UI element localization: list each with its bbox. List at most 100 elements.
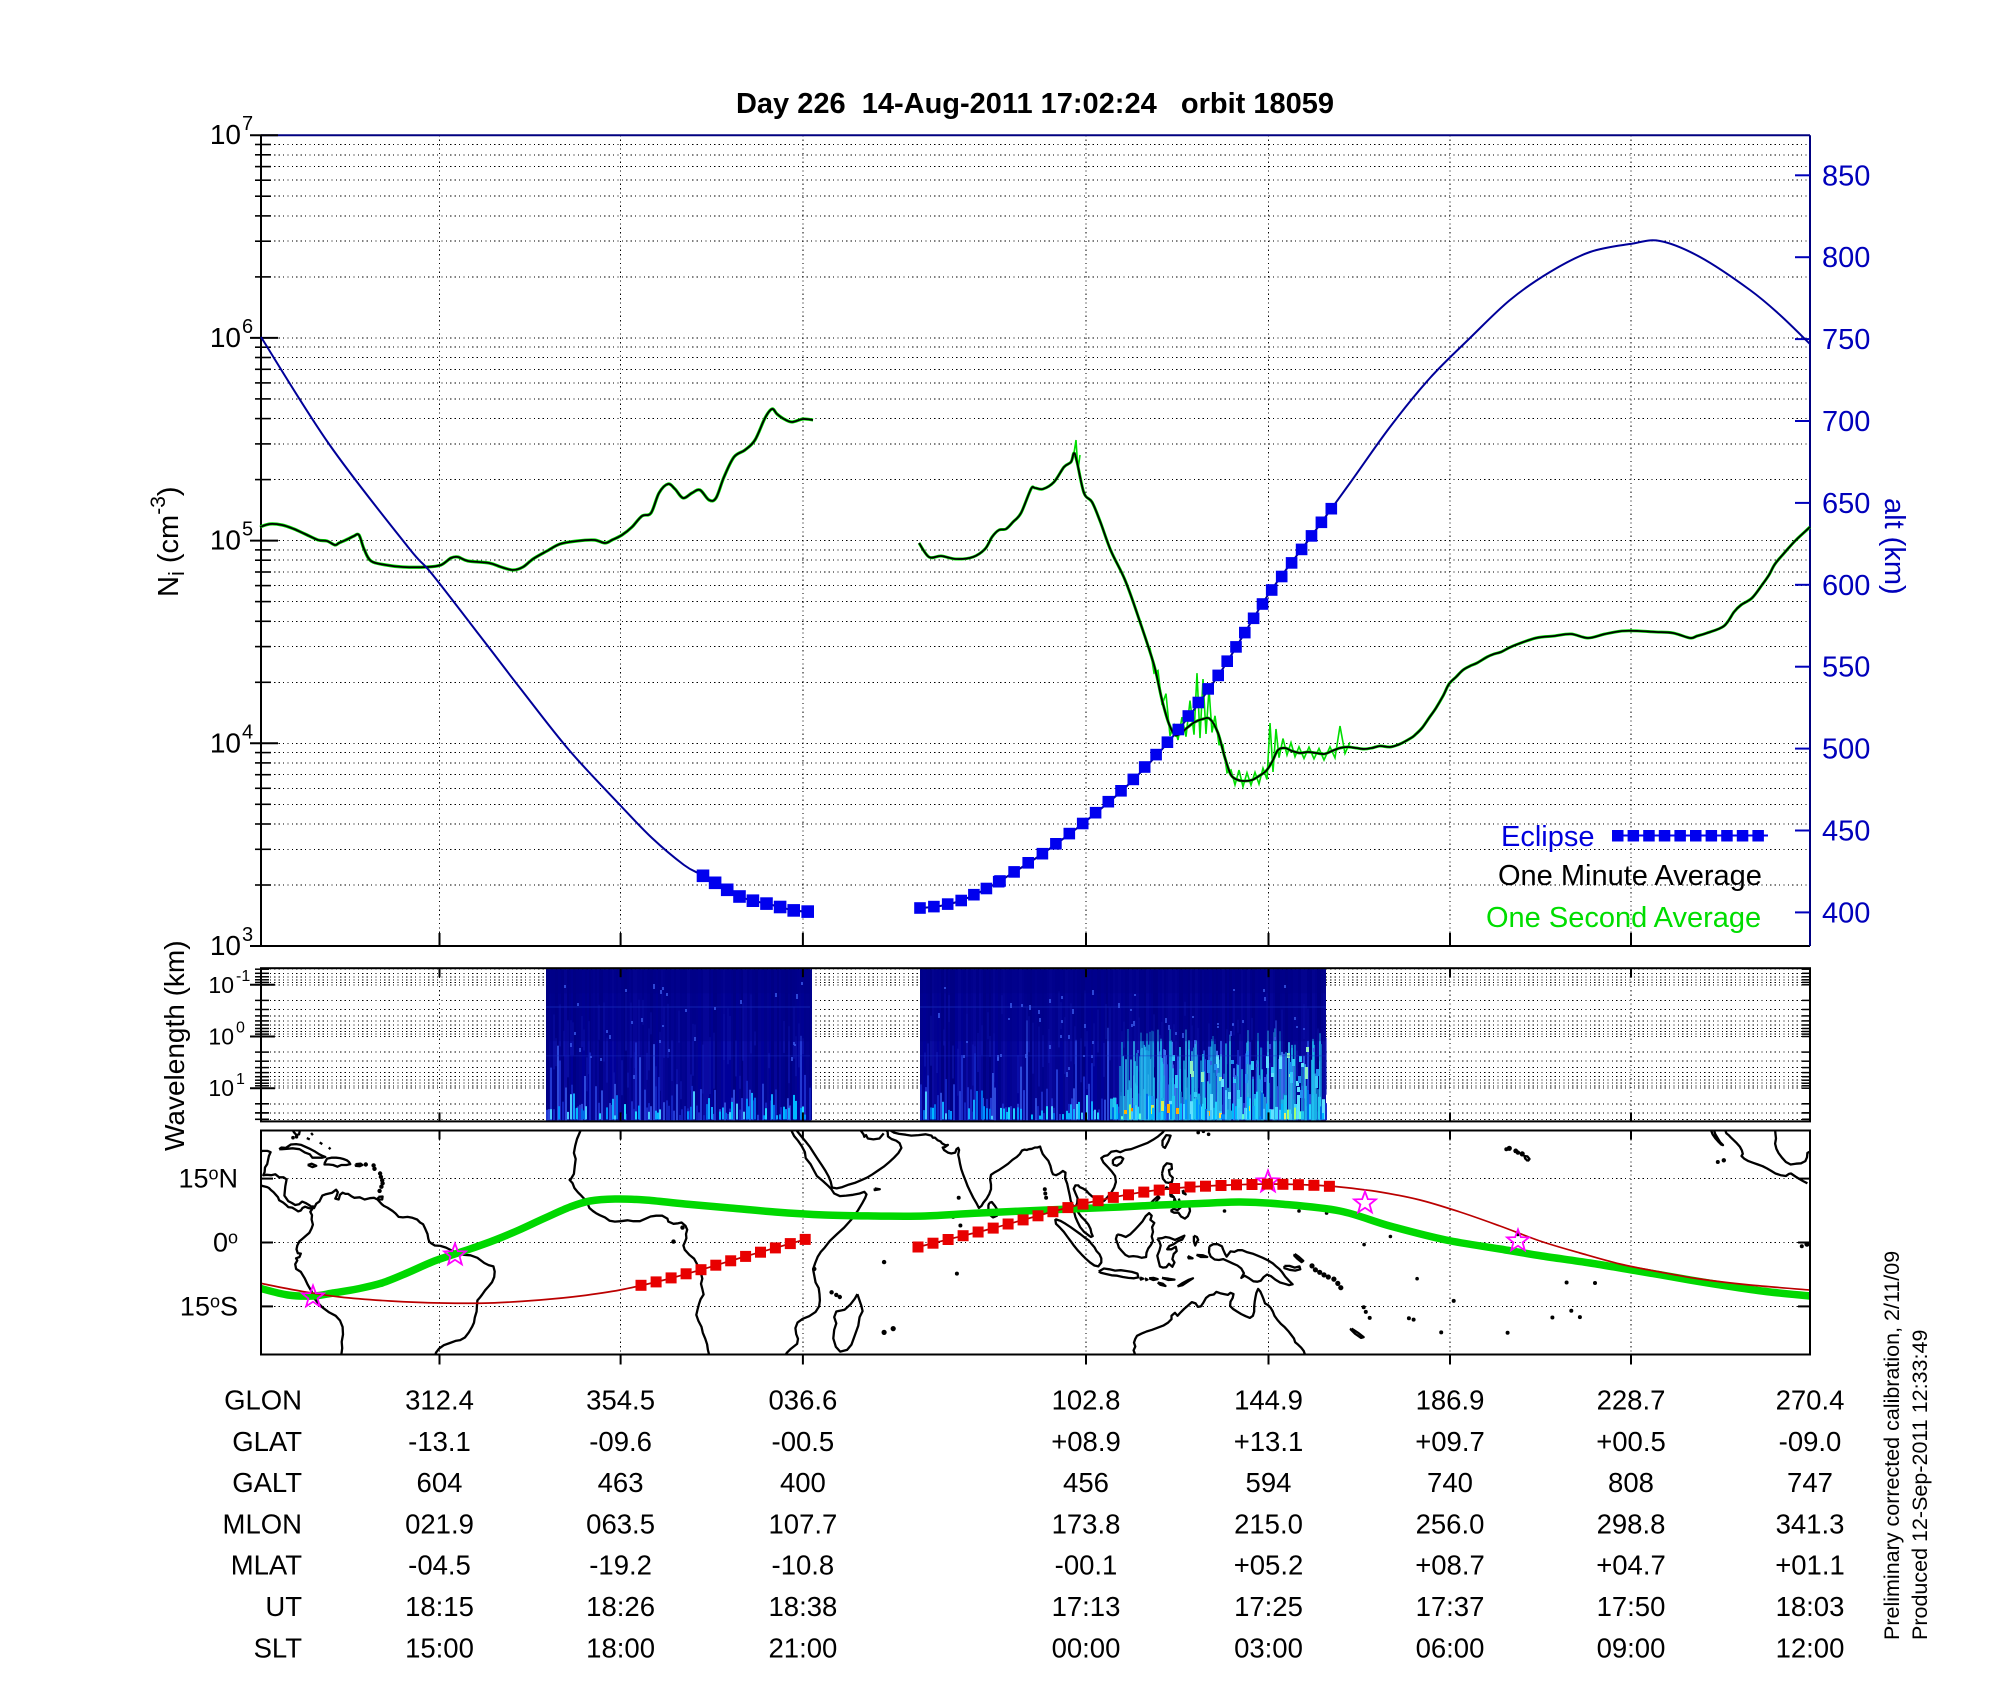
svg-text:341.3: 341.3 <box>1776 1508 1845 1539</box>
svg-text:4: 4 <box>242 721 253 743</box>
svg-text:7: 7 <box>242 113 253 135</box>
svg-text:00:00: 00:00 <box>1052 1632 1121 1663</box>
svg-text:+08.9: +08.9 <box>1051 1426 1121 1457</box>
svg-text:18:38: 18:38 <box>768 1591 837 1622</box>
svg-text:10: 10 <box>210 727 241 758</box>
svg-text:17:25: 17:25 <box>1234 1591 1303 1622</box>
svg-text:18:15: 18:15 <box>405 1591 474 1622</box>
svg-text:650: 650 <box>1822 488 1870 520</box>
svg-text:-04.5: -04.5 <box>408 1550 471 1581</box>
svg-text:0: 0 <box>236 1020 245 1037</box>
svg-text:-09.0: -09.0 <box>1779 1426 1842 1457</box>
svg-text:15oS: 15oS <box>180 1291 238 1321</box>
svg-text:MLAT: MLAT <box>231 1550 303 1581</box>
svg-text:456: 456 <box>1063 1467 1109 1498</box>
svg-text:10: 10 <box>208 1024 234 1050</box>
svg-text:740: 740 <box>1427 1467 1473 1498</box>
svg-text:747: 747 <box>1787 1467 1833 1498</box>
svg-text:Day 226 14-Aug-2011 17:02:24: Day 226 14-Aug-2011 17:02:24 orbit 18059 <box>736 88 1334 120</box>
svg-text:15oN: 15oN <box>178 1164 238 1194</box>
svg-text:186.9: 186.9 <box>1416 1385 1485 1416</box>
svg-text:17:13: 17:13 <box>1052 1591 1121 1622</box>
svg-text:354.5: 354.5 <box>586 1385 655 1416</box>
svg-text:400: 400 <box>1822 897 1870 929</box>
svg-text:10: 10 <box>210 322 241 353</box>
svg-text:03:00: 03:00 <box>1234 1632 1303 1663</box>
svg-text:-19.2: -19.2 <box>589 1550 652 1581</box>
svg-text:463: 463 <box>598 1467 644 1498</box>
svg-text:-10.8: -10.8 <box>772 1550 835 1581</box>
svg-text:Produced 12-Sep-2011 12:33:49: Produced 12-Sep-2011 12:33:49 <box>1908 1330 1932 1640</box>
svg-text:-00.1: -00.1 <box>1055 1550 1118 1581</box>
svg-text:3: 3 <box>242 924 253 946</box>
svg-text:GLAT: GLAT <box>232 1426 302 1457</box>
svg-text:450: 450 <box>1822 816 1870 848</box>
svg-text:298.8: 298.8 <box>1597 1508 1666 1539</box>
svg-text:+09.7: +09.7 <box>1415 1426 1485 1457</box>
svg-text:06:00: 06:00 <box>1416 1632 1485 1663</box>
svg-text:21:00: 21:00 <box>768 1632 837 1663</box>
svg-text:594: 594 <box>1246 1467 1292 1498</box>
svg-text:750: 750 <box>1822 324 1870 356</box>
svg-text:550: 550 <box>1822 652 1870 684</box>
svg-text:256.0: 256.0 <box>1416 1508 1485 1539</box>
svg-text:+04.7: +04.7 <box>1596 1550 1666 1581</box>
svg-text:17:50: 17:50 <box>1597 1591 1666 1622</box>
svg-text:6: 6 <box>242 316 253 338</box>
svg-text:17:37: 17:37 <box>1416 1591 1485 1622</box>
svg-text:10: 10 <box>208 972 234 998</box>
svg-text:500: 500 <box>1822 734 1870 766</box>
svg-text:Wavelength (km): Wavelength (km) <box>159 940 190 1151</box>
svg-text:GLON: GLON <box>224 1385 302 1416</box>
svg-text:021.9: 021.9 <box>405 1508 474 1539</box>
svg-text:808: 808 <box>1608 1467 1654 1498</box>
svg-text:-13.1: -13.1 <box>408 1426 471 1457</box>
svg-text:Eclipse: Eclipse <box>1501 821 1595 853</box>
svg-text:One Second Average: One Second Average <box>1486 902 1761 934</box>
svg-text:800: 800 <box>1822 242 1870 274</box>
svg-text:10: 10 <box>210 119 241 150</box>
svg-text:+13.1: +13.1 <box>1234 1426 1304 1457</box>
svg-text:173.8: 173.8 <box>1052 1508 1121 1539</box>
svg-text:18:03: 18:03 <box>1776 1591 1845 1622</box>
svg-text:1: 1 <box>236 1071 245 1088</box>
svg-text:One Minute Average: One Minute Average <box>1498 860 1762 892</box>
svg-text:144.9: 144.9 <box>1234 1385 1303 1416</box>
svg-text:102.8: 102.8 <box>1052 1385 1121 1416</box>
svg-text:18:00: 18:00 <box>586 1632 655 1663</box>
svg-text:15:00: 15:00 <box>405 1632 474 1663</box>
svg-text:Preliminary corrected calibrat: Preliminary corrected calibration, 2/11/… <box>1880 1251 1904 1640</box>
svg-text:850: 850 <box>1822 160 1870 192</box>
svg-text:5: 5 <box>242 519 253 541</box>
svg-text:228.7: 228.7 <box>1597 1385 1666 1416</box>
svg-text:12:00: 12:00 <box>1776 1632 1845 1663</box>
svg-text:+01.1: +01.1 <box>1775 1550 1845 1581</box>
svg-text:-1: -1 <box>236 968 250 985</box>
svg-text:+05.2: +05.2 <box>1234 1550 1304 1581</box>
svg-text:-00.5: -00.5 <box>772 1426 835 1457</box>
svg-text:600: 600 <box>1822 570 1870 602</box>
svg-text:215.0: 215.0 <box>1234 1508 1303 1539</box>
svg-text:GALT: GALT <box>232 1467 302 1498</box>
svg-text:10: 10 <box>208 1075 234 1101</box>
svg-text:107.7: 107.7 <box>768 1508 837 1539</box>
svg-text:+08.7: +08.7 <box>1415 1550 1485 1581</box>
svg-text:063.5: 063.5 <box>586 1508 655 1539</box>
svg-text:036.6: 036.6 <box>768 1385 837 1416</box>
svg-text:604: 604 <box>417 1467 463 1498</box>
svg-text:10: 10 <box>210 525 241 556</box>
svg-text:312.4: 312.4 <box>405 1385 474 1416</box>
svg-text:MLON: MLON <box>223 1508 302 1539</box>
svg-text:10: 10 <box>210 930 241 961</box>
svg-text:SLT: SLT <box>254 1632 303 1663</box>
svg-text:400: 400 <box>780 1467 826 1498</box>
svg-text:UT: UT <box>265 1591 302 1622</box>
svg-text:Ni (cm-3): Ni (cm-3) <box>147 486 189 597</box>
svg-text:+00.5: +00.5 <box>1596 1426 1666 1457</box>
svg-text:18:26: 18:26 <box>586 1591 655 1622</box>
svg-text:700: 700 <box>1822 406 1870 438</box>
svg-text:alt (km): alt (km) <box>1878 498 1910 595</box>
svg-text:270.4: 270.4 <box>1776 1385 1845 1416</box>
svg-text:09:00: 09:00 <box>1597 1632 1666 1663</box>
svg-text:-09.6: -09.6 <box>589 1426 652 1457</box>
